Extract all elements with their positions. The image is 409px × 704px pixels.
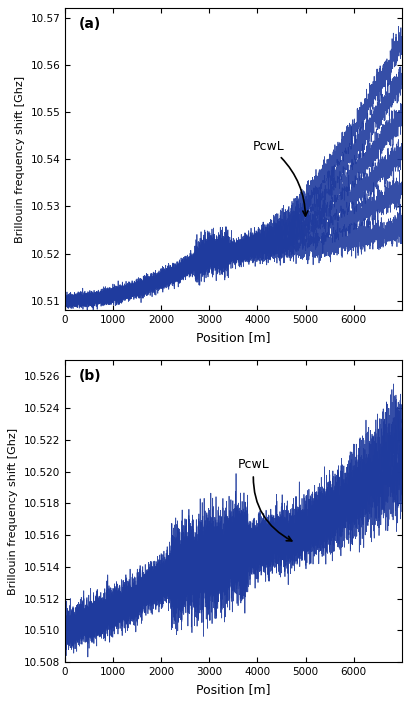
Text: PcwL: PcwL [252,140,307,216]
Text: (b): (b) [79,370,101,384]
Y-axis label: Brillouin frequency shift [Ghz]: Brillouin frequency shift [Ghz] [8,428,18,595]
Y-axis label: Brillouin frequency shift [Ghz]: Brillouin frequency shift [Ghz] [15,76,25,243]
X-axis label: Position [m]: Position [m] [196,331,270,344]
X-axis label: Position [m]: Position [m] [196,683,270,696]
Text: PcwL: PcwL [238,458,291,541]
Text: (a): (a) [79,18,101,32]
